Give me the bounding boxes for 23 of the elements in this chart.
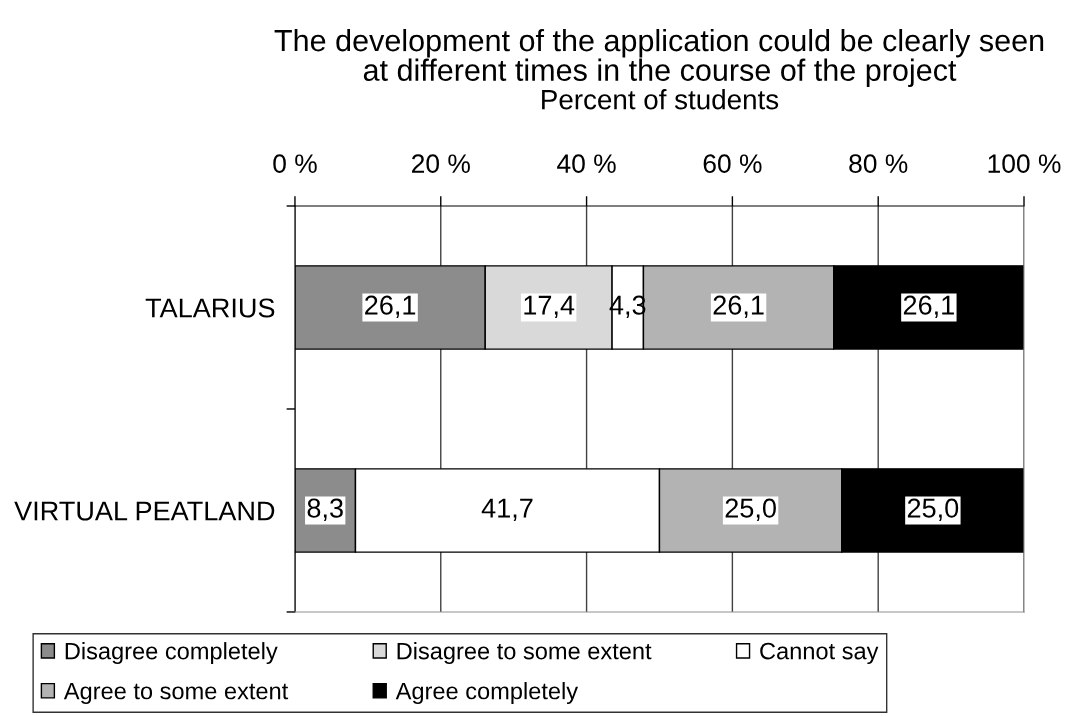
data-label: 26,1 xyxy=(713,295,764,318)
data-label: 17,4 xyxy=(524,295,575,318)
data-label: 26,1 xyxy=(903,295,954,318)
legend-label: Agree to some extent xyxy=(63,682,289,705)
x-tick-label: 40 % xyxy=(557,154,616,173)
data-label: 26,1 xyxy=(365,295,416,318)
x-tick-label: 0 % xyxy=(273,154,317,173)
x-tick-label: 100 % xyxy=(988,154,1061,173)
chart-title: The development of the application could be clearly seen at different times in the course of the project xyxy=(274,28,1044,88)
legend-label: Disagree completely xyxy=(65,642,278,665)
x-tick-label: 60 % xyxy=(703,154,762,173)
y-tick-label: VIRTUAL PEATLAND xyxy=(14,501,275,521)
legend-label: Cannot say xyxy=(760,642,879,665)
x-tick-label: 20 % xyxy=(412,154,470,173)
x-tick-label: 80 % xyxy=(849,154,908,173)
data-label: 25,0 xyxy=(907,498,959,521)
y-tick-label: TALARIUS xyxy=(145,298,275,318)
data-label: 8,3 xyxy=(307,498,343,521)
x-axis-title: Percent of students xyxy=(542,89,779,110)
legend-label: Disagree to some extent xyxy=(397,642,652,665)
data-label: 25,0 xyxy=(725,498,776,521)
data-label: 41,7 xyxy=(481,498,533,521)
legend-label: Agree completely xyxy=(395,682,579,705)
